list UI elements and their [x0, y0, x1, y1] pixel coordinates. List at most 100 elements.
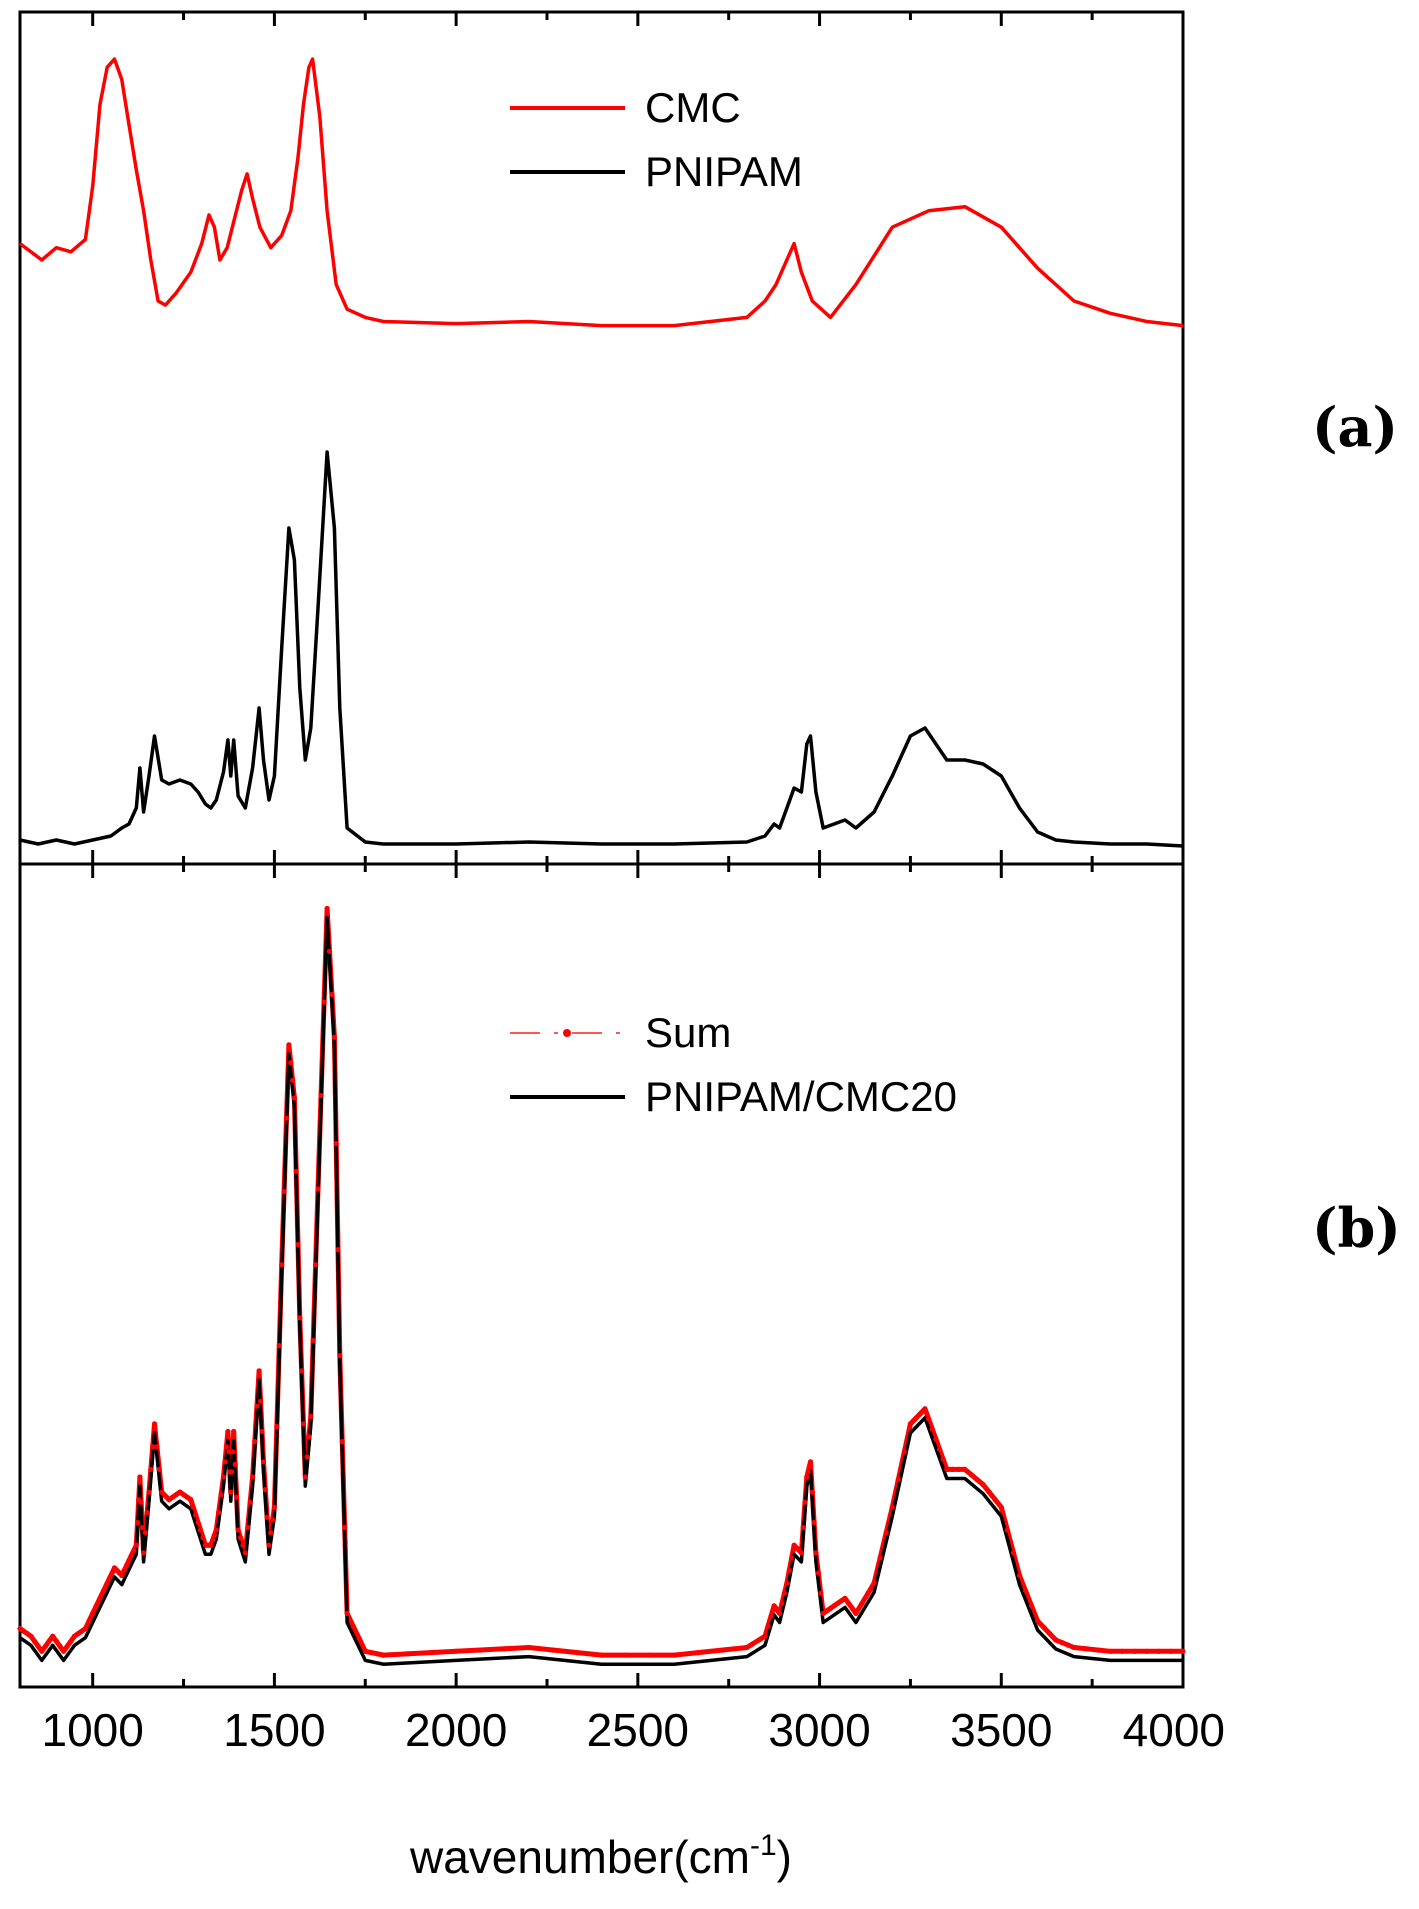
sum-marker-point	[321, 999, 327, 1005]
sum-marker-point	[197, 1527, 204, 1533]
panel-a-frame	[18, 10, 1185, 866]
sum-marker-point	[1059, 1639, 1065, 1646]
sum-marker-point	[234, 1494, 240, 1500]
sum-marker-point	[64, 1643, 70, 1649]
sum-marker-point	[297, 1315, 303, 1321]
sum-marker-point	[154, 1444, 160, 1450]
legend-sum-marker	[563, 1029, 571, 1037]
sum-marker-point	[291, 1095, 297, 1101]
sum-marker-point	[259, 1428, 265, 1435]
sum-marker-point	[315, 1186, 321, 1192]
sum-marker-point	[283, 1115, 290, 1121]
sum-markers	[17, 905, 1186, 1658]
sum-marker-point	[254, 1403, 260, 1409]
sum-marker-point	[889, 1504, 895, 1510]
sum-marker-point	[274, 1423, 280, 1430]
sum-marker-point	[173, 1492, 179, 1498]
sum-marker-point	[940, 1456, 946, 1462]
sum-marker-point	[240, 1542, 246, 1548]
sum-marker-point	[228, 1489, 234, 1495]
x-axis-tick-labels: 1000 1500 2000 2500 3000 3500 4000	[42, 1704, 1225, 1756]
x-axis-title-superscript: -1	[750, 1829, 777, 1862]
sum-marker-point	[1083, 1646, 1089, 1652]
sum-marker-point	[818, 1590, 824, 1596]
sum-marker-point	[318, 1092, 324, 1099]
sum-marker-point	[177, 1489, 183, 1495]
series-layer	[18, 57, 1184, 1666]
sum-marker-point	[124, 1562, 130, 1568]
sum-marker-point	[302, 1474, 308, 1480]
sum-marker-point	[853, 1610, 859, 1616]
sum-marker-point	[695, 1650, 702, 1656]
sum-marker-point	[933, 1436, 939, 1442]
sum-marker-point	[804, 1474, 810, 1480]
sum-marker-point	[429, 1650, 435, 1656]
sum-marker-point	[815, 1570, 822, 1576]
sum-marker-point	[222, 1459, 228, 1465]
sum-marker-point	[71, 1633, 78, 1639]
sum-marker-point	[256, 1368, 262, 1374]
sum-marker-point	[331, 1034, 337, 1040]
sum-marker-point	[288, 1060, 294, 1066]
x-axis-title-close: )	[777, 1831, 792, 1883]
sum-marker-point	[229, 1469, 235, 1475]
sum-marker-point	[574, 1650, 580, 1656]
series-pnipam-cmc20-line	[18, 915, 1183, 1666]
x-axis-ticks	[91, 12, 1185, 1687]
sum-marker-point	[1119, 1648, 1125, 1654]
sum-marker-point	[208, 1542, 214, 1548]
sum-marker-point	[324, 905, 330, 912]
sum-marker-point	[150, 1444, 156, 1450]
sum-marker-point	[151, 1421, 158, 1427]
sum-marker-point	[350, 1623, 356, 1629]
x-axis-title-main: wavenumber(cm	[409, 1831, 750, 1883]
sum-marker-point	[362, 1648, 368, 1654]
sum-marker-point	[912, 1416, 918, 1422]
sum-marker-point	[502, 1646, 508, 1652]
sum-marker-point	[39, 1648, 45, 1654]
sum-marker-point	[109, 1570, 115, 1576]
sum-marker-point	[268, 1530, 274, 1536]
sum-marker-point	[82, 1626, 88, 1632]
sum-marker-point	[950, 1466, 956, 1472]
sum-marker-point	[230, 1449, 236, 1455]
sum-marker-point	[917, 1411, 923, 1417]
sum-marker-point	[895, 1476, 901, 1483]
sum-marker-point	[271, 1504, 277, 1510]
sum-marker-point	[986, 1489, 992, 1495]
sum-marker-point	[1071, 1644, 1077, 1651]
sum-marker-point	[806, 1464, 812, 1470]
sum-marker-point	[247, 1499, 253, 1505]
sum-marker-point	[90, 1610, 96, 1616]
sum-marker-point	[1168, 1648, 1174, 1654]
sum-marker-point	[901, 1449, 908, 1455]
sum-marker-point	[231, 1428, 237, 1435]
sum-marker-point	[344, 1610, 350, 1616]
sum-marker-point	[339, 1439, 345, 1445]
sum-marker-point	[131, 1547, 137, 1553]
sum-marker-point	[210, 1537, 216, 1543]
x-tick-label: 3000	[768, 1704, 870, 1756]
sum-marker-point	[1010, 1550, 1017, 1556]
sum-marker-point	[156, 1466, 162, 1472]
sum-marker-point	[299, 1368, 305, 1374]
sum-marker-point	[1004, 1527, 1010, 1533]
sum-marker-point	[262, 1487, 268, 1493]
sum-marker-point	[308, 1413, 314, 1419]
sum-marker-point	[789, 1555, 795, 1561]
sum-marker-point	[141, 1550, 147, 1556]
sum-marker-point	[333, 1140, 339, 1147]
x-tick-label: 3500	[950, 1704, 1052, 1756]
sum-marker-point	[93, 1603, 99, 1609]
sum-marker-point	[211, 1532, 217, 1538]
sum-marker-point	[877, 1555, 883, 1561]
sum-marker-point	[290, 1077, 296, 1083]
sum-marker-point	[101, 1588, 107, 1594]
sum-marker-point	[126, 1557, 132, 1563]
sum-marker-point	[223, 1444, 229, 1450]
sum-marker-point	[335, 1247, 341, 1253]
sum-marker-point	[258, 1398, 264, 1404]
sum-marker-point	[849, 1605, 855, 1611]
sum-marker-point	[827, 1605, 834, 1611]
